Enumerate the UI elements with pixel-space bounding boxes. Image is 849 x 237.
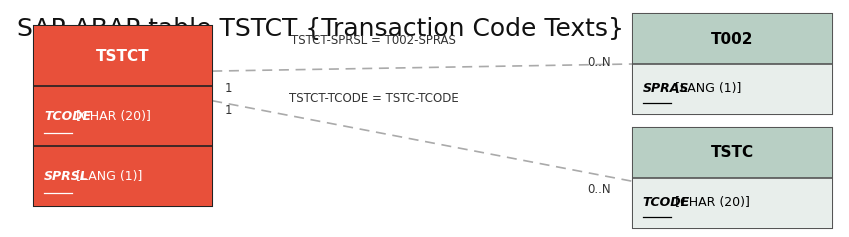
Text: 1: 1 xyxy=(225,104,233,117)
Bar xyxy=(633,128,832,178)
Text: TSTCT: TSTCT xyxy=(96,49,150,64)
Text: [LANG (1)]: [LANG (1)] xyxy=(671,82,741,95)
Text: 0..N: 0..N xyxy=(588,56,611,69)
Text: SPRAS: SPRAS xyxy=(643,82,689,95)
Text: T002: T002 xyxy=(711,32,754,47)
Text: TCODE: TCODE xyxy=(44,110,92,123)
Bar xyxy=(633,14,832,64)
Text: TSTCT-TCODE = TSTC-TCODE: TSTCT-TCODE = TSTC-TCODE xyxy=(289,92,458,105)
Text: SPRSL: SPRSL xyxy=(44,170,89,183)
Text: [CHAR (20)]: [CHAR (20)] xyxy=(72,110,151,123)
Text: [CHAR (20)]: [CHAR (20)] xyxy=(671,196,750,209)
Text: 0..N: 0..N xyxy=(588,183,611,196)
Text: TCODE: TCODE xyxy=(643,196,690,209)
Bar xyxy=(34,26,212,206)
Bar xyxy=(633,14,832,114)
Text: TSTCT-SPRSL = T002-SPRAS: TSTCT-SPRSL = T002-SPRAS xyxy=(291,34,456,47)
Bar xyxy=(34,26,212,86)
Text: TSTC: TSTC xyxy=(711,145,754,160)
Bar xyxy=(34,146,212,206)
Text: SAP ABAP table TSTCT {Transaction Code Texts}: SAP ABAP table TSTCT {Transaction Code T… xyxy=(17,17,624,41)
Text: 1: 1 xyxy=(225,82,233,95)
Bar xyxy=(34,86,212,146)
Bar xyxy=(633,128,832,228)
Text: [LANG (1)]: [LANG (1)] xyxy=(72,170,143,183)
Bar xyxy=(633,178,832,228)
Bar xyxy=(633,64,832,114)
